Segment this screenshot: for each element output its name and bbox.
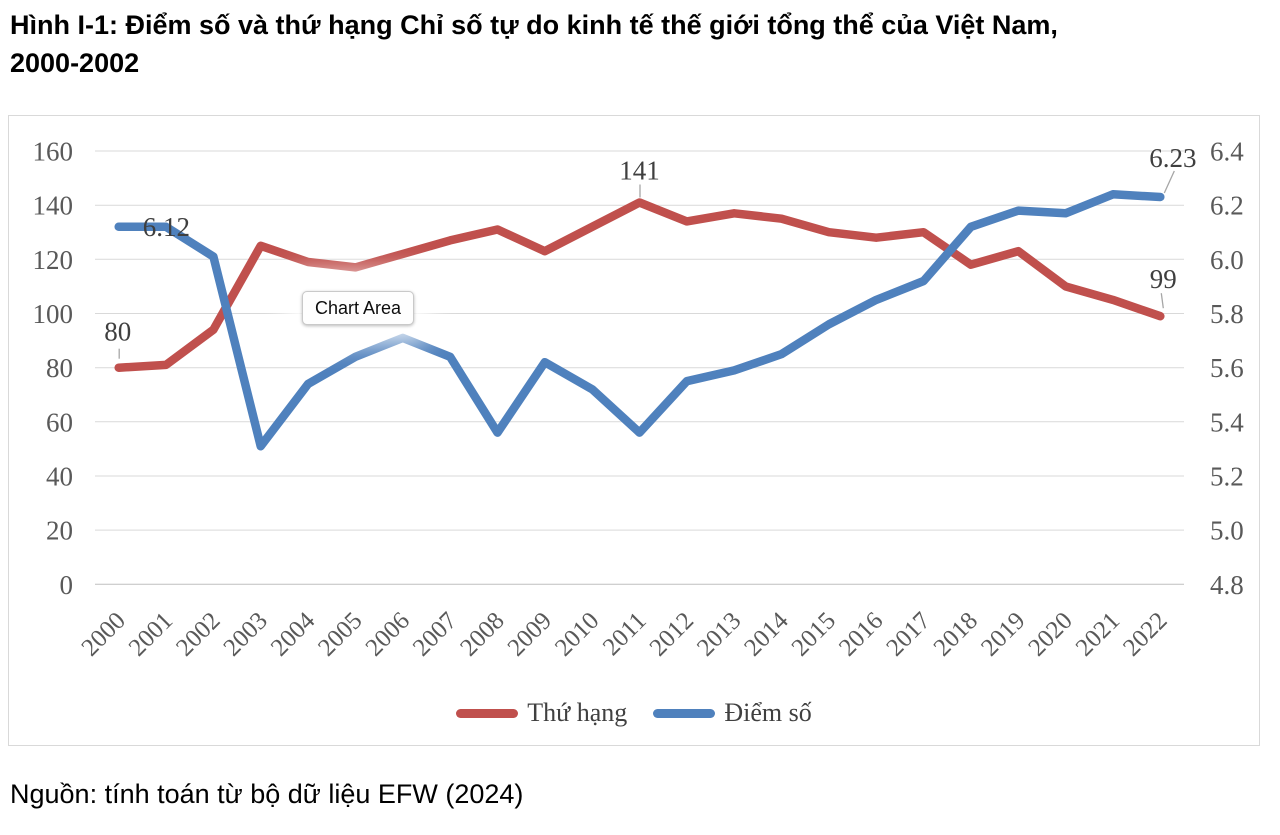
x-axis-tick-label: 2008 xyxy=(455,607,509,661)
chart-area-tooltip-label: Chart Area xyxy=(315,298,402,318)
x-axis-tick-label: 2019 xyxy=(976,607,1030,661)
x-axis-tick-label: 2004 xyxy=(266,607,321,662)
data-label: 6.12 xyxy=(143,212,190,242)
legend-label-rank: Thứ hạng xyxy=(527,698,628,727)
legend-swatch-rank xyxy=(456,708,519,718)
x-axis-tick-label: 2005 xyxy=(313,607,367,661)
right-axis-tick-label: 5.6 xyxy=(1210,353,1244,383)
right-axis-tick-label: 6.4 xyxy=(1210,137,1244,167)
x-axis-tick-label: 2002 xyxy=(171,607,225,661)
data-label: 99 xyxy=(1150,264,1177,294)
right-axis-tick-label: 5.2 xyxy=(1210,461,1244,491)
left-axis-tick-label: 60 xyxy=(46,407,73,437)
left-axis-tick-label: 20 xyxy=(46,516,73,546)
x-axis-tick-label: 2014 xyxy=(739,607,794,662)
chart-area-tooltip: Chart Area xyxy=(302,291,415,325)
rank-series-line[interactable] xyxy=(114,198,1165,372)
right-axis-tick-label: 6.0 xyxy=(1210,245,1244,275)
x-axis-tick-label: 2016 xyxy=(834,607,888,661)
x-axis-tick-label: 2022 xyxy=(1118,607,1172,661)
x-axis-tick-label: 2001 xyxy=(124,607,178,661)
figure-title-line2: 2000-2002 xyxy=(10,48,140,78)
x-axis-tick-label: 2017 xyxy=(881,607,935,661)
x-axis-tick-label: 2003 xyxy=(218,607,272,661)
data-label: 80 xyxy=(104,317,131,347)
data-label: 141 xyxy=(619,156,660,186)
legend-item-score[interactable]: Điểm số xyxy=(653,698,812,728)
left-axis-tick-label: 100 xyxy=(33,299,74,329)
figure-title-line1: Hình I-1: Điểm số và thứ hạng Chỉ số tự … xyxy=(10,10,1058,40)
x-axis-tick-label: 2012 xyxy=(645,607,699,661)
chart-plot: 160 6.4 140 6.2 120 6.0 100 5.8 80 5.6 60 5.4 40 5.2 2… xyxy=(33,137,1245,662)
x-axis-tick-label: 2011 xyxy=(598,607,652,661)
source-note: Nguồn: tính toán từ bộ dữ liệu EFW (2024… xyxy=(10,779,524,809)
left-axis-tick-label: 140 xyxy=(33,191,74,221)
legend-swatch-score xyxy=(653,708,716,718)
right-axis-tick-label: 4.8 xyxy=(1210,570,1244,600)
x-axis-tick-label: 2020 xyxy=(1023,607,1077,661)
left-axis-tick-label: 120 xyxy=(33,245,74,275)
x-axis-tick-label: 2018 xyxy=(929,607,983,661)
x-axis-tick-label: 2015 xyxy=(787,607,841,661)
right-axis-tick-label: 5.0 xyxy=(1210,516,1244,546)
x-axis-tick-label: 2010 xyxy=(550,607,604,661)
data-label-leader-line xyxy=(1163,170,1175,194)
x-axis-tick-label: 2006 xyxy=(361,607,415,661)
left-axis-tick-label: 0 xyxy=(60,570,74,600)
right-axis-tick-label: 6.2 xyxy=(1210,191,1244,221)
x-axis-tick-label: 2007 xyxy=(408,607,462,661)
left-axis-tick-label: 40 xyxy=(46,461,73,491)
legend-item-rank[interactable]: Thứ hạng xyxy=(456,698,627,728)
left-axis-tick-label: 160 xyxy=(33,137,74,167)
data-label: 6.23 xyxy=(1149,143,1196,173)
score-series-line[interactable] xyxy=(114,190,1165,451)
chart-legend: Thứ hạng Điểm số xyxy=(9,698,1259,728)
x-axis-tick-label: 2009 xyxy=(503,607,557,661)
legend-label-score: Điểm số xyxy=(724,698,812,727)
x-axis-tick-label: 2000 xyxy=(76,607,130,661)
chart-area[interactable]: 160 6.4 140 6.2 120 6.0 100 5.8 80 5.6 60 5.4 40 5.2 2… xyxy=(8,115,1260,746)
right-axis-tick-label: 5.4 xyxy=(1210,407,1244,437)
x-axis-tick-label: 2013 xyxy=(692,607,746,661)
figure-title: Hình I-1: Điểm số và thứ hạng Chỉ số tự … xyxy=(10,6,1272,82)
left-axis-tick-label: 80 xyxy=(46,353,73,383)
x-axis-tick-label: 2021 xyxy=(1071,607,1125,661)
data-label-leader-line xyxy=(1160,293,1164,309)
right-axis-tick-label: 5.8 xyxy=(1210,299,1244,329)
